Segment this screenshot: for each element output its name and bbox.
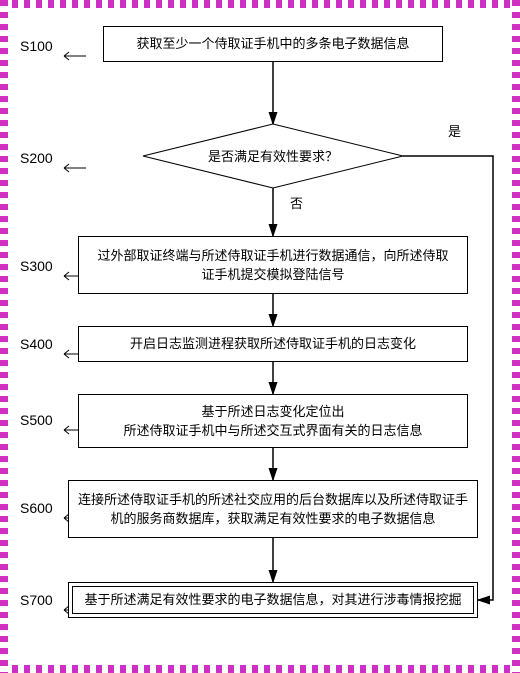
process-node: 基于所述日志变化定位出 所述侍取证手机中与所述交互式界面有关的日志信息 (78, 394, 468, 448)
step-label: S500 (20, 412, 53, 428)
border-left (0, 0, 8, 673)
edge-label: 否 (290, 196, 303, 211)
process-text: 过外部取证终端与所述侍取证手机进行数据通信，向所述侍取 证手机提交模拟登陆信号 (97, 246, 448, 285)
process-text: 基于所述满足有效性要求的电子数据信息，对其进行涉毒情报挖掘 (84, 590, 461, 610)
process-node: 连接所述侍取证手机的所述社交应用的后台数据库以及所述侍取证手 机的服务商数据库，… (68, 480, 478, 538)
step-label: S200 (20, 150, 53, 166)
border-top (0, 0, 520, 8)
decision-text: 是否满足有效性要求？ (208, 149, 338, 164)
process-text: 获取至少一个侍取证手机中的多条电子数据信息 (136, 34, 409, 54)
step-label: S600 (20, 500, 53, 516)
step-label: S300 (20, 258, 53, 274)
process-node: 开启日志监测进程获取所述侍取证手机的日志变化 (78, 326, 468, 362)
process-text: 连接所述侍取证手机的所述社交应用的后台数据库以及所述侍取证手 机的服务商数据库，… (78, 490, 468, 529)
border-bottom (0, 665, 520, 673)
process-text: 开启日志监测进程获取所述侍取证手机的日志变化 (130, 334, 416, 354)
flowchart-canvas: 否 是是否满足有效性要求？ 获取至少一个侍取证手机中的多条电子数据信息过外部取证终端… (8, 8, 512, 665)
edge-label: 是 (448, 124, 461, 139)
process-text: 基于所述日志变化定位出 所述侍取证手机中与所述交互式界面有关的日志信息 (123, 402, 422, 441)
step-label: S700 (20, 592, 53, 608)
process-node: 获取至少一个侍取证手机中的多条电子数据信息 (103, 26, 443, 62)
step-label: S400 (20, 336, 53, 352)
process-node: 基于所述满足有效性要求的电子数据信息，对其进行涉毒情报挖掘 (68, 582, 478, 618)
process-node: 过外部取证终端与所述侍取证手机进行数据通信，向所述侍取 证手机提交模拟登陆信号 (78, 236, 468, 294)
page-root: 否 是是否满足有效性要求？ 获取至少一个侍取证手机中的多条电子数据信息过外部取证终端… (0, 0, 520, 673)
step-label: S100 (20, 38, 53, 54)
border-right (512, 0, 520, 673)
